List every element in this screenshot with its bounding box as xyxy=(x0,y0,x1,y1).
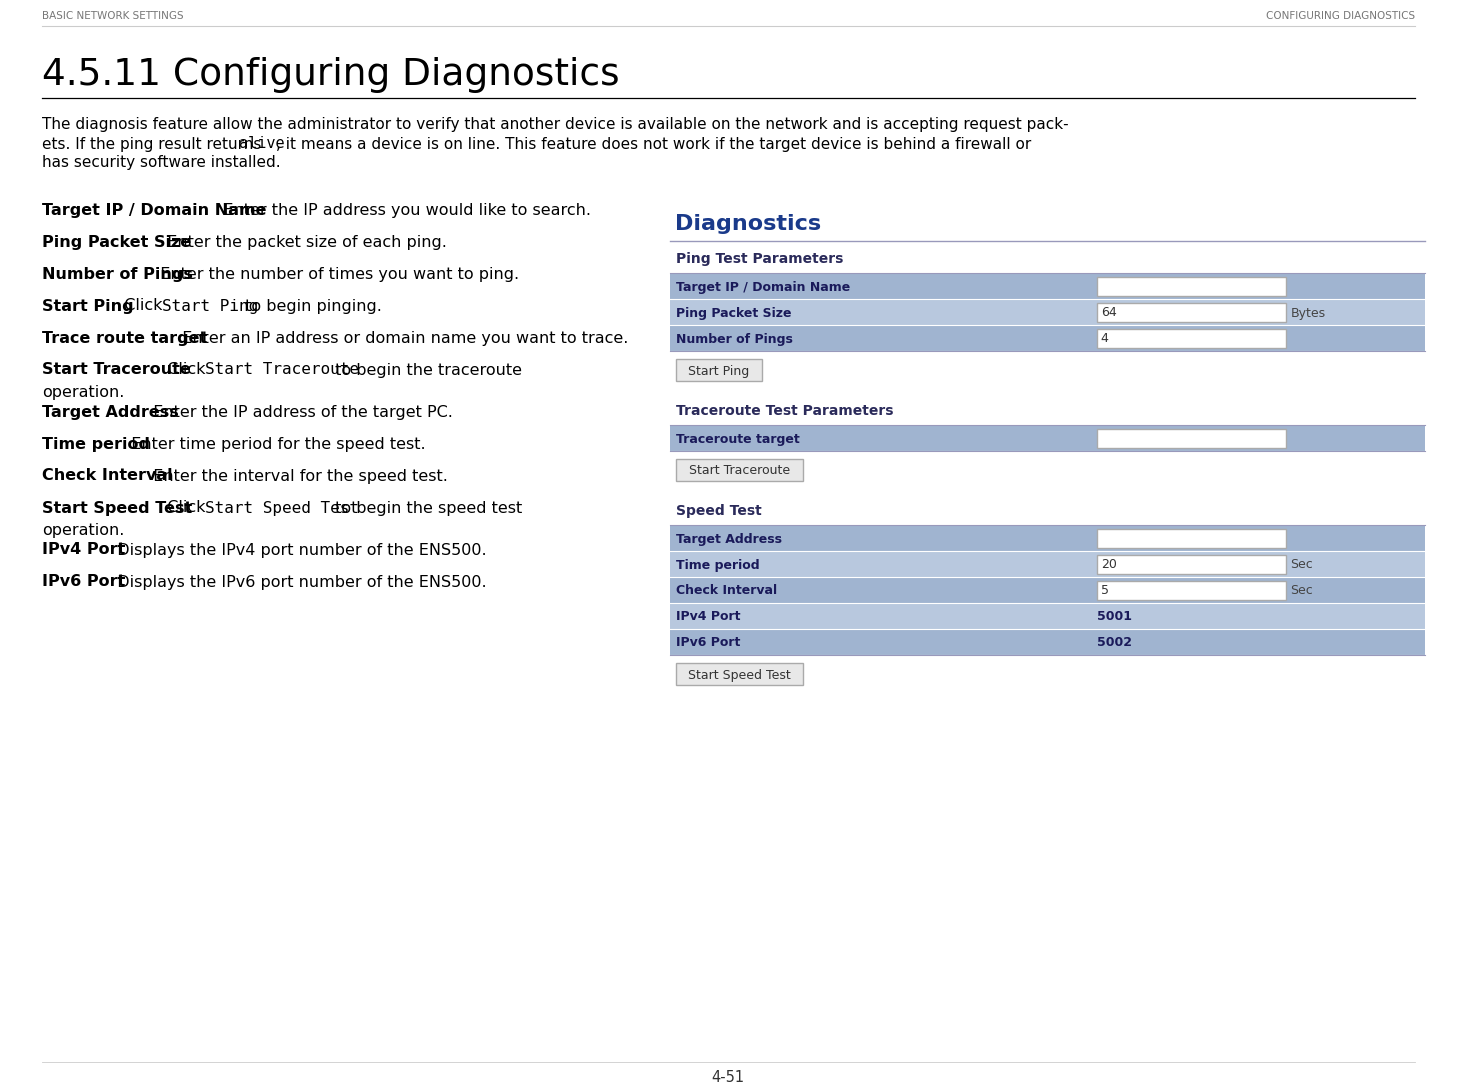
Text: Enter the packet size of each ping.: Enter the packet size of each ping. xyxy=(157,234,447,250)
Text: Bytes: Bytes xyxy=(1291,306,1326,319)
Text: Sec: Sec xyxy=(1291,584,1313,597)
Text: Start Traceroute: Start Traceroute xyxy=(205,363,360,377)
Text: 4-51: 4-51 xyxy=(711,1069,745,1085)
Text: Start Ping: Start Ping xyxy=(688,364,749,377)
Text: to begin pinging.: to begin pinging. xyxy=(240,299,382,314)
Text: BASIC NETWORK SETTINGS: BASIC NETWORK SETTINGS xyxy=(42,11,184,21)
Text: Enter time period for the speed test.: Enter time period for the speed test. xyxy=(121,436,425,451)
Bar xyxy=(670,603,1425,629)
Bar xyxy=(670,425,1425,451)
Text: IPv6 Port: IPv6 Port xyxy=(42,574,125,590)
Text: Displays the IPv4 port number of the ENS500.: Displays the IPv4 port number of the ENS… xyxy=(106,543,487,557)
Text: Enter an IP address or domain name you want to trace.: Enter an IP address or domain name you w… xyxy=(172,330,628,346)
Text: Number of Pings: Number of Pings xyxy=(42,266,192,281)
Text: Traceroute target: Traceroute target xyxy=(676,433,800,446)
Text: to begin the speed test: to begin the speed test xyxy=(329,500,522,516)
Text: alive: alive xyxy=(239,136,284,152)
Text: ets. If the ping result returns: ets. If the ping result returns xyxy=(42,136,267,152)
Bar xyxy=(670,577,1425,603)
Text: Ping Packet Size: Ping Packet Size xyxy=(42,234,191,250)
FancyBboxPatch shape xyxy=(676,459,803,481)
Text: IPv4 Port: IPv4 Port xyxy=(42,543,125,557)
Text: Time period: Time period xyxy=(676,558,759,571)
Text: Enter the number of times you want to ping.: Enter the number of times you want to pi… xyxy=(150,266,519,281)
Text: Start Ping: Start Ping xyxy=(162,299,258,314)
Text: Start Speed Test: Start Speed Test xyxy=(688,668,791,681)
Text: 4.5.11 Configuring Diagnostics: 4.5.11 Configuring Diagnostics xyxy=(42,57,619,93)
Text: Enter the IP address of the target PC.: Enter the IP address of the target PC. xyxy=(143,404,453,420)
Text: has security software installed.: has security software installed. xyxy=(42,156,281,170)
Text: Diagnostics: Diagnostics xyxy=(675,214,822,234)
Text: operation.: operation. xyxy=(42,522,124,537)
Text: Displays the IPv6 port number of the ENS500.: Displays the IPv6 port number of the ENS… xyxy=(106,574,487,590)
Bar xyxy=(670,299,1425,325)
Text: CONFIGURING DIAGNOSTICS: CONFIGURING DIAGNOSTICS xyxy=(1266,11,1415,21)
Bar xyxy=(1097,529,1285,548)
Text: 20: 20 xyxy=(1101,558,1116,571)
Bar xyxy=(670,552,1425,577)
Text: The diagnosis feature allow the administrator to verify that another device is a: The diagnosis feature allow the administ… xyxy=(42,118,1068,133)
Text: , it means a device is on line. This feature does not work if the target device : , it means a device is on line. This fea… xyxy=(277,136,1032,152)
Text: Enter the interval for the speed test.: Enter the interval for the speed test. xyxy=(143,469,447,484)
Text: operation.: operation. xyxy=(42,385,124,400)
Text: 4: 4 xyxy=(1101,332,1109,346)
Text: to begin the traceroute: to begin the traceroute xyxy=(329,363,522,377)
Bar xyxy=(1097,303,1285,322)
Text: Target IP / Domain Name: Target IP / Domain Name xyxy=(676,280,851,293)
Text: Target IP / Domain Name: Target IP / Domain Name xyxy=(42,203,267,218)
Text: Start Traceroute: Start Traceroute xyxy=(42,363,191,377)
Text: Traceroute Test Parameters: Traceroute Test Parameters xyxy=(676,404,893,417)
Bar xyxy=(670,629,1425,655)
Text: IPv6 Port: IPv6 Port xyxy=(676,637,740,650)
Bar xyxy=(670,272,1425,299)
Text: Sec: Sec xyxy=(1291,558,1313,571)
Text: 5001: 5001 xyxy=(1097,610,1132,623)
Text: Speed Test: Speed Test xyxy=(676,504,762,518)
Bar xyxy=(1097,555,1285,574)
Bar xyxy=(670,325,1425,351)
Text: Start Ping: Start Ping xyxy=(42,299,134,314)
Text: Start Traceroute: Start Traceroute xyxy=(689,464,790,477)
Text: Ping Test Parameters: Ping Test Parameters xyxy=(676,252,844,266)
Bar xyxy=(1097,329,1285,348)
Text: Click: Click xyxy=(114,299,168,314)
FancyBboxPatch shape xyxy=(676,359,762,382)
Text: IPv4 Port: IPv4 Port xyxy=(676,610,740,623)
Bar xyxy=(670,525,1425,552)
Text: 64: 64 xyxy=(1101,306,1116,319)
Bar xyxy=(1097,581,1285,600)
Text: Start Speed Test: Start Speed Test xyxy=(205,500,360,516)
Text: Number of Pings: Number of Pings xyxy=(676,332,793,346)
Text: 5002: 5002 xyxy=(1097,637,1132,650)
Text: Target Address: Target Address xyxy=(676,533,782,545)
Text: Trace route target: Trace route target xyxy=(42,330,207,346)
Text: Check Interval: Check Interval xyxy=(42,469,172,484)
Text: Click: Click xyxy=(157,363,211,377)
Text: Click: Click xyxy=(157,500,211,516)
Bar xyxy=(1097,429,1285,448)
Text: Target Address: Target Address xyxy=(42,404,179,420)
Text: Ping Packet Size: Ping Packet Size xyxy=(676,306,791,319)
Text: Start Speed Test: Start Speed Test xyxy=(42,500,192,516)
Text: Enter the IP address you would like to search.: Enter the IP address you would like to s… xyxy=(207,203,590,218)
Text: Time period: Time period xyxy=(42,436,150,451)
Text: Check Interval: Check Interval xyxy=(676,584,777,597)
FancyBboxPatch shape xyxy=(676,663,803,685)
Bar xyxy=(1097,277,1285,296)
Text: 5: 5 xyxy=(1101,584,1109,597)
